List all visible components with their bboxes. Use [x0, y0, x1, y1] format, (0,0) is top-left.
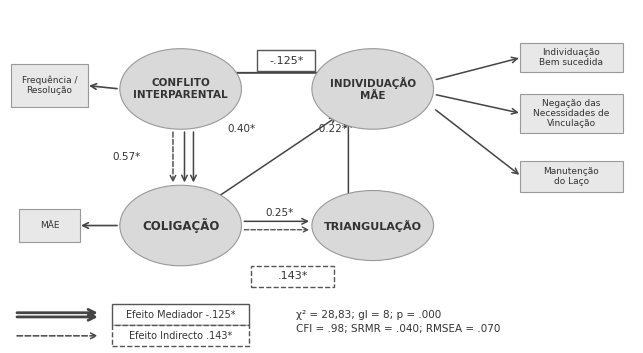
Text: CFI = .98; SRMR = .040; RMSEA = .070: CFI = .98; SRMR = .040; RMSEA = .070 [296, 324, 500, 334]
FancyBboxPatch shape [520, 94, 622, 133]
Ellipse shape [312, 49, 433, 129]
Text: Efeito Indirecto .143*: Efeito Indirecto .143* [129, 331, 232, 341]
Bar [257, 50, 315, 71]
Ellipse shape [312, 191, 433, 261]
Text: MÃE: MÃE [40, 221, 59, 230]
Text: 0.40*: 0.40* [228, 124, 255, 134]
Bar [112, 304, 249, 325]
Text: -.125*: -.125* [269, 56, 303, 66]
Text: COLIGAÇÃO: COLIGAÇÃO [142, 218, 219, 233]
Text: Individuação
Bem sucedida: Individuação Bem sucedida [539, 48, 603, 67]
Text: Frequência /
Resolução: Frequência / Resolução [22, 76, 77, 95]
Bar [112, 325, 249, 346]
Text: CONFLITO
INTERPARENTAL: CONFLITO INTERPARENTAL [133, 78, 228, 100]
Text: TRIANGULAÇÃO: TRIANGULAÇÃO [323, 220, 422, 232]
Text: .143*: .143* [278, 271, 308, 281]
Text: -0.22*: -0.22* [315, 124, 347, 134]
Text: χ² = 28,83; gl = 8; p = .000: χ² = 28,83; gl = 8; p = .000 [296, 310, 441, 320]
Text: Manutenção
do Laço: Manutenção do Laço [543, 167, 599, 186]
Text: 0.25*: 0.25* [266, 208, 294, 218]
FancyBboxPatch shape [520, 161, 622, 192]
Text: Negação das
Necessidades de
Vinculação: Negação das Necessidades de Vinculação [533, 98, 610, 128]
Ellipse shape [120, 49, 242, 129]
Ellipse shape [120, 185, 242, 266]
Text: INDIVIDUAÇÃO
MÃE: INDIVIDUAÇÃO MÃE [330, 77, 416, 101]
Bar [251, 266, 334, 287]
FancyBboxPatch shape [19, 209, 80, 243]
Text: Efeito Mediador -.125*: Efeito Mediador -.125* [126, 310, 235, 320]
Text: 0.57*: 0.57* [112, 152, 140, 162]
FancyBboxPatch shape [520, 43, 622, 72]
FancyBboxPatch shape [11, 64, 88, 107]
